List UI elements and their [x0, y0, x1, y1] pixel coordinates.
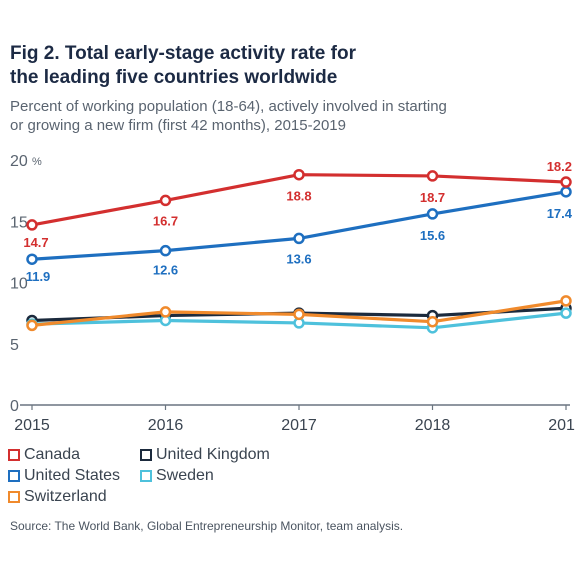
chart-subtitle-line1: Percent of working population (18-64), a…	[10, 98, 447, 115]
legend-item-canada: Canada	[8, 446, 80, 464]
data-point	[26, 319, 38, 332]
source-note: Source: The World Bank, Global Entrepren…	[10, 519, 404, 533]
legend-label: United Kingdom	[156, 446, 270, 463]
data-point	[159, 244, 172, 257]
data-label: 16.7	[153, 213, 178, 228]
chart-subtitle: Percent of working population (18-64), a…	[10, 97, 570, 135]
legend-swatch	[140, 449, 152, 461]
data-point	[560, 307, 572, 319]
x-tick-label: 2016	[148, 417, 184, 434]
line-chart: 0 5 10 15 20% 2015 2016 2017 2018 2019 14.7 16.7 18.…	[10, 153, 575, 434]
data-label: 18.7	[420, 190, 445, 205]
legend-swatch	[140, 470, 152, 482]
y-tick-label: 15	[10, 214, 28, 231]
y-tick-label: 10	[10, 276, 28, 293]
data-point	[426, 170, 439, 182]
data-point	[560, 176, 572, 188]
data-point	[159, 194, 172, 207]
legend-item-united-states: United States	[8, 467, 120, 485]
data-label: 18.8	[286, 189, 311, 204]
y-tick-label: 0	[10, 398, 19, 415]
x-tick-label: 2015	[14, 417, 50, 434]
chart-title: Fig 2. Total early-stage activity rate f…	[10, 42, 570, 90]
data-point	[293, 232, 305, 245]
chart-title-line1: Fig 2. Total early-stage activity rate f…	[10, 43, 356, 64]
data-point	[26, 219, 38, 231]
legend-label: Switzerland	[24, 488, 107, 505]
legend-item-switzerland: Switzerland	[8, 488, 107, 506]
data-point	[26, 253, 38, 265]
data-label: 14.7	[23, 235, 48, 250]
legend-swatch	[8, 491, 20, 503]
data-label: 17.4	[547, 206, 573, 221]
legend-item-sweden: Sweden	[140, 467, 214, 485]
x-tick-label: 2019	[548, 417, 575, 434]
data-point	[293, 168, 305, 181]
y-tick-label: 5	[10, 337, 19, 354]
legend-swatch	[8, 470, 20, 482]
y-unit-label: %	[32, 156, 42, 168]
data-point	[426, 315, 439, 328]
y-tick-label: 20	[10, 153, 28, 170]
data-point	[426, 208, 439, 220]
data-label: 11.9	[26, 269, 51, 284]
x-tick-label: 2018	[415, 417, 451, 434]
data-label: 13.6	[286, 251, 311, 266]
data-label: 18.2	[547, 159, 572, 174]
data-point	[293, 308, 305, 321]
legend-label: United States	[24, 467, 121, 484]
legend-label: Sweden	[156, 467, 214, 484]
data-label: 12.6	[153, 263, 178, 278]
legend-item-united-kingdom: United Kingdom	[140, 446, 270, 464]
chart-title-line2: the leading five countries worldwide	[10, 67, 338, 88]
legend-label: Canada	[24, 446, 81, 463]
data-point	[560, 295, 572, 307]
data-label: 15.6	[420, 228, 445, 243]
data-point	[159, 306, 172, 318]
data-point	[560, 186, 572, 198]
x-tick-label: 2017	[281, 417, 317, 434]
legend-swatch	[8, 449, 20, 461]
chart-subtitle-line2: or growing a new firm (first 42 months),…	[10, 117, 346, 134]
